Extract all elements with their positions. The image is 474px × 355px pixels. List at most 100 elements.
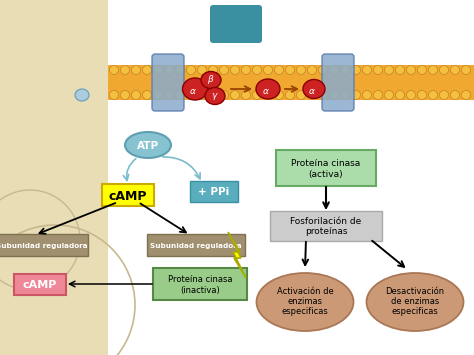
FancyBboxPatch shape: [152, 54, 184, 111]
Circle shape: [329, 66, 338, 75]
FancyBboxPatch shape: [210, 5, 262, 43]
Circle shape: [428, 91, 438, 99]
Circle shape: [241, 66, 250, 75]
Text: + PPi: + PPi: [199, 187, 229, 197]
Circle shape: [418, 91, 427, 99]
Circle shape: [329, 91, 338, 99]
Circle shape: [395, 91, 404, 99]
Circle shape: [164, 91, 173, 99]
Circle shape: [131, 66, 140, 75]
Ellipse shape: [256, 79, 280, 99]
Ellipse shape: [303, 80, 325, 98]
Circle shape: [209, 66, 218, 75]
Circle shape: [274, 91, 283, 99]
Circle shape: [264, 91, 273, 99]
Polygon shape: [228, 232, 246, 278]
Circle shape: [143, 66, 152, 75]
Circle shape: [253, 66, 262, 75]
FancyBboxPatch shape: [14, 274, 66, 295]
Circle shape: [450, 66, 459, 75]
Ellipse shape: [125, 132, 171, 158]
Circle shape: [274, 66, 283, 75]
Text: Fosforilación de: Fosforilación de: [291, 218, 362, 226]
Ellipse shape: [205, 87, 225, 104]
Circle shape: [186, 66, 195, 75]
Circle shape: [230, 91, 239, 99]
Ellipse shape: [366, 273, 464, 331]
Ellipse shape: [201, 71, 221, 88]
Text: cAMP: cAMP: [23, 280, 57, 290]
Text: Proteína cinasa: Proteína cinasa: [168, 275, 232, 284]
Circle shape: [319, 91, 328, 99]
Circle shape: [340, 91, 349, 99]
Circle shape: [285, 66, 294, 75]
Text: (inactiva): (inactiva): [180, 285, 220, 295]
FancyBboxPatch shape: [270, 211, 382, 241]
Circle shape: [143, 91, 152, 99]
Circle shape: [154, 91, 163, 99]
Text: $\beta$: $\beta$: [207, 73, 215, 87]
Circle shape: [450, 91, 459, 99]
Circle shape: [407, 66, 416, 75]
Bar: [0, 0, 108, 355]
Circle shape: [374, 91, 383, 99]
Circle shape: [462, 66, 471, 75]
FancyBboxPatch shape: [276, 150, 376, 186]
Text: $\alpha$: $\alpha$: [308, 87, 316, 95]
Circle shape: [120, 66, 129, 75]
Text: de enzimas: de enzimas: [391, 297, 439, 306]
Circle shape: [253, 91, 262, 99]
Circle shape: [418, 66, 427, 75]
Circle shape: [308, 66, 317, 75]
Circle shape: [241, 91, 250, 99]
Circle shape: [407, 91, 416, 99]
Circle shape: [164, 66, 173, 75]
Circle shape: [384, 91, 393, 99]
Circle shape: [209, 91, 218, 99]
Circle shape: [230, 66, 239, 75]
FancyBboxPatch shape: [190, 181, 238, 202]
Circle shape: [308, 91, 317, 99]
Circle shape: [439, 91, 448, 99]
Text: ATP: ATP: [137, 141, 159, 151]
Circle shape: [374, 66, 383, 75]
Circle shape: [297, 91, 306, 99]
FancyBboxPatch shape: [102, 184, 154, 206]
Circle shape: [175, 91, 184, 99]
Circle shape: [395, 66, 404, 75]
Circle shape: [363, 91, 372, 99]
Circle shape: [352, 66, 361, 75]
FancyBboxPatch shape: [147, 234, 245, 256]
Ellipse shape: [182, 78, 208, 100]
Circle shape: [264, 66, 273, 75]
Text: Subunidad reguladora: Subunidad reguladora: [0, 243, 88, 249]
Text: Subunidad reguladora: Subunidad reguladora: [150, 243, 242, 249]
Circle shape: [428, 66, 438, 75]
Text: cAMP: cAMP: [109, 190, 147, 202]
Circle shape: [109, 91, 118, 99]
Text: enzimas: enzimas: [288, 297, 322, 306]
Text: $\alpha$: $\alpha$: [262, 87, 270, 95]
Circle shape: [219, 91, 228, 99]
FancyBboxPatch shape: [0, 234, 88, 256]
FancyBboxPatch shape: [153, 268, 247, 300]
Text: proteínas: proteínas: [305, 228, 347, 236]
Circle shape: [439, 66, 448, 75]
Circle shape: [198, 66, 207, 75]
Circle shape: [109, 66, 118, 75]
Circle shape: [340, 66, 349, 75]
Text: Activación de: Activación de: [277, 288, 333, 296]
Bar: [108, 65, 474, 100]
Circle shape: [154, 66, 163, 75]
Text: $\gamma$: $\gamma$: [211, 92, 219, 103]
Circle shape: [352, 91, 361, 99]
Circle shape: [175, 66, 184, 75]
Text: especificas: especificas: [392, 307, 438, 317]
Ellipse shape: [75, 89, 89, 101]
Text: (activa): (activa): [309, 169, 343, 179]
Ellipse shape: [256, 273, 354, 331]
Circle shape: [131, 91, 140, 99]
Circle shape: [120, 91, 129, 99]
Circle shape: [186, 91, 195, 99]
Text: Proteína cinasa: Proteína cinasa: [292, 158, 361, 168]
